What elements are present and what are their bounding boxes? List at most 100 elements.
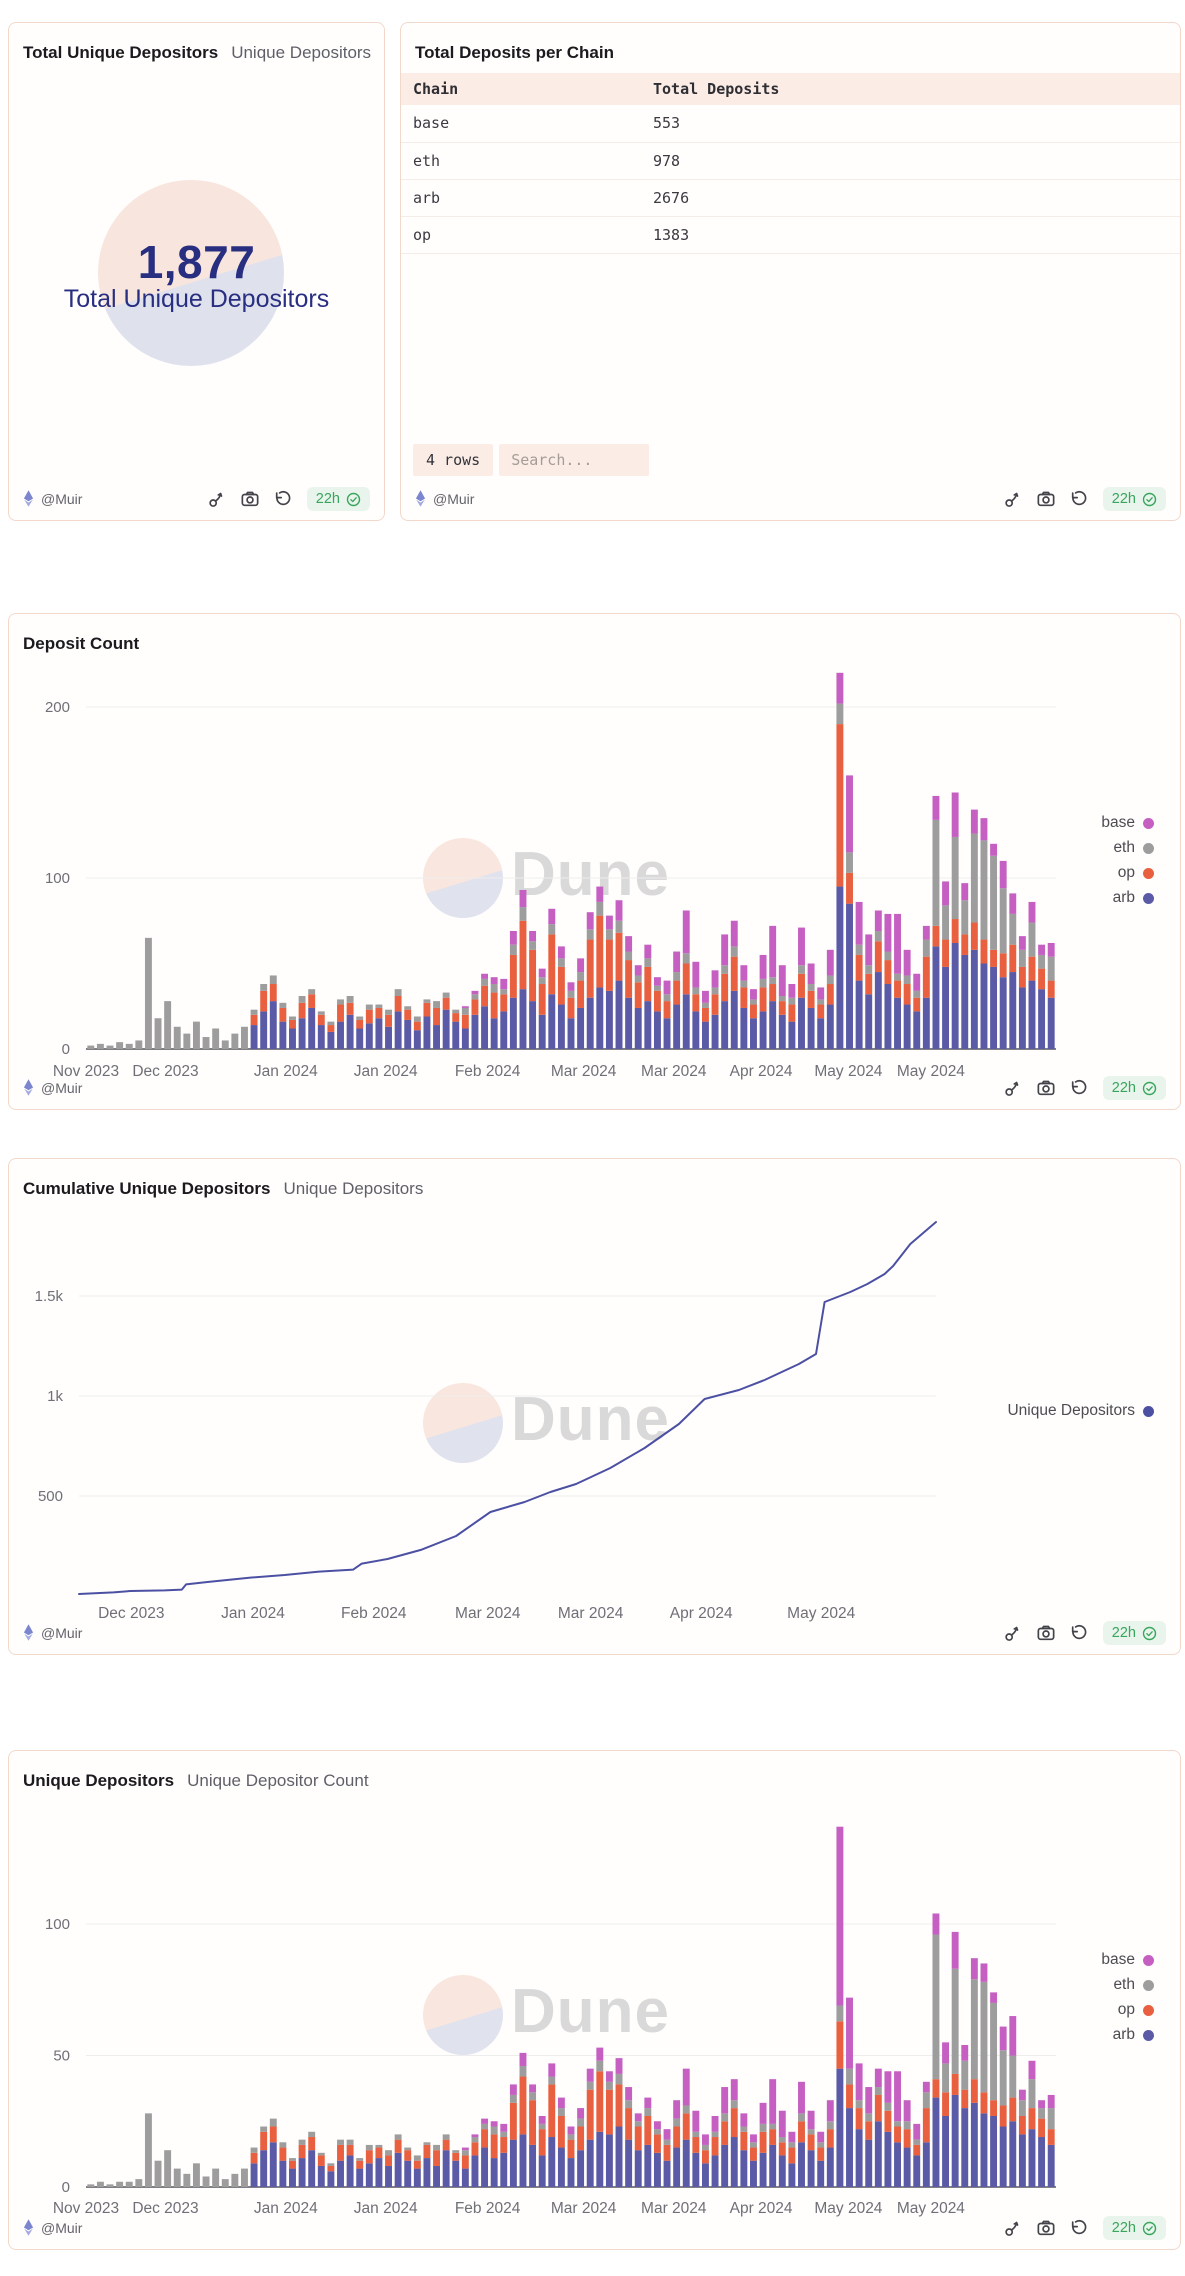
legend-item[interactable]: base xyxy=(1101,1951,1154,1969)
ethereum-icon xyxy=(23,490,34,507)
svg-text:Apr 2024: Apr 2024 xyxy=(670,1605,733,1622)
column-header-total-deposits[interactable]: Total Deposits xyxy=(641,73,1180,105)
refresh-age-badge[interactable]: 22h xyxy=(306,487,370,511)
unique-depositors-widget: Unique Depositors Unique Depositor Count… xyxy=(8,1750,1181,2250)
ethereum-icon xyxy=(415,490,426,507)
svg-text:Nov 2023: Nov 2023 xyxy=(53,2200,119,2217)
widget-title: Cumulative Unique Depositors xyxy=(23,1179,271,1198)
svg-text:50: 50 xyxy=(53,2048,70,2065)
refresh-icon[interactable] xyxy=(1070,490,1088,508)
query-fork-icon[interactable] xyxy=(1004,2219,1022,2237)
ethereum-icon xyxy=(23,1079,34,1096)
legend-dot-icon xyxy=(1143,2004,1154,2016)
legend-label: eth xyxy=(1113,839,1135,856)
cell-chain: eth xyxy=(401,142,641,180)
widget-footer: @Muir 22h xyxy=(9,478,384,520)
svg-text:Dec 2023: Dec 2023 xyxy=(132,2200,198,2217)
svg-text:Apr 2024: Apr 2024 xyxy=(730,2200,793,2217)
legend-dot-icon xyxy=(1143,1979,1154,1991)
cumulative-depositors-widget: Cumulative Unique Depositors Unique Depo… xyxy=(8,1158,1181,1655)
ethereum-icon xyxy=(23,2219,34,2236)
refresh-age-badge[interactable]: 22h xyxy=(1102,487,1166,511)
refresh-age-badge[interactable]: 22h xyxy=(1102,1621,1166,1645)
legend-dot-icon xyxy=(1143,1954,1154,1966)
camera-icon[interactable] xyxy=(241,490,259,508)
legend-item[interactable]: eth xyxy=(1113,839,1154,857)
widget-footer: @Muir 22h xyxy=(401,478,1180,520)
check-circle-icon xyxy=(1142,2221,1157,2235)
widget-header: Total Deposits per Chain xyxy=(415,43,614,63)
column-header-chain[interactable]: Chain xyxy=(401,73,641,105)
svg-text:Jan 2024: Jan 2024 xyxy=(354,2200,418,2217)
query-fork-icon[interactable] xyxy=(208,490,226,508)
chart-legend[interactable]: Unique Depositors xyxy=(1007,1402,1154,1420)
table-row: eth 978 xyxy=(401,142,1180,180)
counter-label: Total Unique Depositors xyxy=(63,285,330,313)
svg-text:Mar 2024: Mar 2024 xyxy=(455,1605,521,1622)
counter-value: 1,877 xyxy=(137,236,256,288)
svg-text:Mar 2024: Mar 2024 xyxy=(551,1063,617,1080)
search-input[interactable] xyxy=(499,444,650,476)
legend-label: Unique Depositors xyxy=(1007,1402,1135,1419)
legend-item[interactable]: arb xyxy=(1113,2026,1154,2044)
legend-label: arb xyxy=(1112,889,1135,906)
author-name: @Muir xyxy=(41,1079,83,1096)
cell-deposits: 1383 xyxy=(641,216,1180,254)
legend-item[interactable]: op xyxy=(1118,2001,1154,2019)
dune-watermark-text: Dune xyxy=(511,840,670,909)
camera-icon[interactable] xyxy=(1037,1079,1055,1097)
legend-dot-icon xyxy=(1143,2029,1154,2041)
widget-title: Unique Depositors xyxy=(23,1771,175,1790)
svg-text:May 2024: May 2024 xyxy=(814,2200,882,2217)
svg-text:May 2024: May 2024 xyxy=(787,1605,855,1622)
author-link[interactable]: @Muir xyxy=(23,1624,82,1641)
refresh-icon[interactable] xyxy=(1070,1624,1088,1642)
dune-watermark-text: Dune xyxy=(511,1977,670,2046)
author-link[interactable]: @Muir xyxy=(23,490,82,507)
check-circle-icon xyxy=(346,492,361,506)
svg-text:Dec 2023: Dec 2023 xyxy=(132,1063,198,1080)
legend-item[interactable]: arb xyxy=(1113,889,1154,907)
refresh-age-badge[interactable]: 22h xyxy=(1102,1076,1166,1100)
refresh-age: 22h xyxy=(315,491,340,507)
author-link[interactable]: @Muir xyxy=(415,490,474,507)
svg-text:1k: 1k xyxy=(47,1388,63,1405)
dune-watermark-text: Dune xyxy=(511,1385,670,1454)
camera-icon[interactable] xyxy=(1037,490,1055,508)
widget-subtitle: Unique Depositors xyxy=(231,43,372,62)
widget-header: Total Unique Depositors Unique Depositor… xyxy=(23,43,371,63)
author-name: @Muir xyxy=(41,2219,83,2236)
author-link[interactable]: @Muir xyxy=(23,2219,82,2236)
cell-deposits: 553 xyxy=(641,105,1180,143)
svg-text:Mar 2024: Mar 2024 xyxy=(641,2200,707,2217)
deposits-table-widget: Total Deposits per Chain Chain Total Dep… xyxy=(400,22,1181,521)
legend-label: base xyxy=(1101,814,1135,831)
author-link[interactable]: @Muir xyxy=(23,1079,82,1096)
dune-watermark-circle xyxy=(423,1975,503,2055)
widget-footer: @Muir 22h xyxy=(9,1612,1180,1654)
cell-deposits: 2676 xyxy=(641,179,1180,217)
legend-item[interactable]: eth xyxy=(1113,1976,1154,1994)
legend-item[interactable]: op xyxy=(1118,864,1154,882)
svg-text:Feb 2024: Feb 2024 xyxy=(455,2200,521,2217)
author-name: @Muir xyxy=(433,490,475,507)
legend-dot-icon xyxy=(1143,842,1154,854)
query-fork-icon[interactable] xyxy=(1004,1624,1022,1642)
refresh-icon[interactable] xyxy=(1070,2219,1088,2237)
refresh-age-badge[interactable]: 22h xyxy=(1102,2216,1166,2240)
refresh-icon[interactable] xyxy=(274,490,292,508)
query-fork-icon[interactable] xyxy=(1004,1079,1022,1097)
dune-logo-circle xyxy=(98,180,284,366)
legend-item[interactable]: Unique Depositors xyxy=(1007,1402,1154,1420)
camera-icon[interactable] xyxy=(1037,1624,1055,1642)
chart-legend[interactable]: base eth op arb xyxy=(1101,1951,1154,2044)
widget-footer: @Muir 22h xyxy=(9,2207,1180,2249)
widget-header: Unique Depositors Unique Depositor Count xyxy=(23,1771,369,1791)
refresh-icon[interactable] xyxy=(1070,1079,1088,1097)
legend-label: base xyxy=(1101,1951,1135,1968)
camera-icon[interactable] xyxy=(1037,2219,1055,2237)
chart-legend[interactable]: base eth op arb xyxy=(1101,814,1154,907)
legend-item[interactable]: base xyxy=(1101,814,1154,832)
query-fork-icon[interactable] xyxy=(1004,490,1022,508)
legend-dot-icon xyxy=(1143,817,1154,829)
